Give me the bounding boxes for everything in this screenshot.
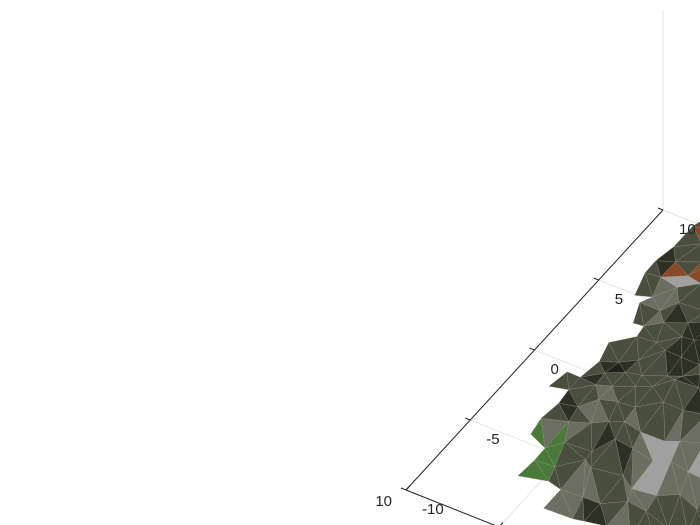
y-tick xyxy=(400,487,407,491)
y-tick xyxy=(657,207,664,211)
surface-facet xyxy=(548,466,562,490)
y-tick xyxy=(529,347,535,351)
surface-facet xyxy=(637,510,651,525)
y-tick xyxy=(593,277,599,281)
surface-facet xyxy=(634,272,653,298)
y-tick-label: -10 xyxy=(422,501,444,518)
y-tick-label: 5 xyxy=(615,291,623,308)
axes xyxy=(400,207,664,525)
y-tick-label: -5 xyxy=(486,431,499,448)
surface-facet xyxy=(583,503,607,525)
surface-facet xyxy=(655,246,676,263)
surface-facet xyxy=(543,489,574,520)
y-tick-label: 10 xyxy=(679,221,696,238)
surface-facet xyxy=(572,497,585,522)
y-tick-label: 0 xyxy=(551,361,559,378)
x-axis-line xyxy=(405,489,496,525)
surface-facet xyxy=(668,493,687,525)
surface-facet xyxy=(687,315,700,324)
surface-facet xyxy=(697,502,700,513)
surface xyxy=(517,221,700,525)
surface-facet xyxy=(690,509,700,525)
surface-facet xyxy=(607,500,630,525)
surface-facet xyxy=(693,334,700,341)
y-tick xyxy=(465,417,471,421)
surface-facet xyxy=(530,417,546,449)
surface-facet xyxy=(517,459,550,482)
surface-facet xyxy=(548,371,569,390)
surface-facet xyxy=(645,510,665,525)
x-tick xyxy=(405,485,411,491)
x-tick-label: 10 xyxy=(375,493,392,510)
surface-facet xyxy=(632,302,645,327)
